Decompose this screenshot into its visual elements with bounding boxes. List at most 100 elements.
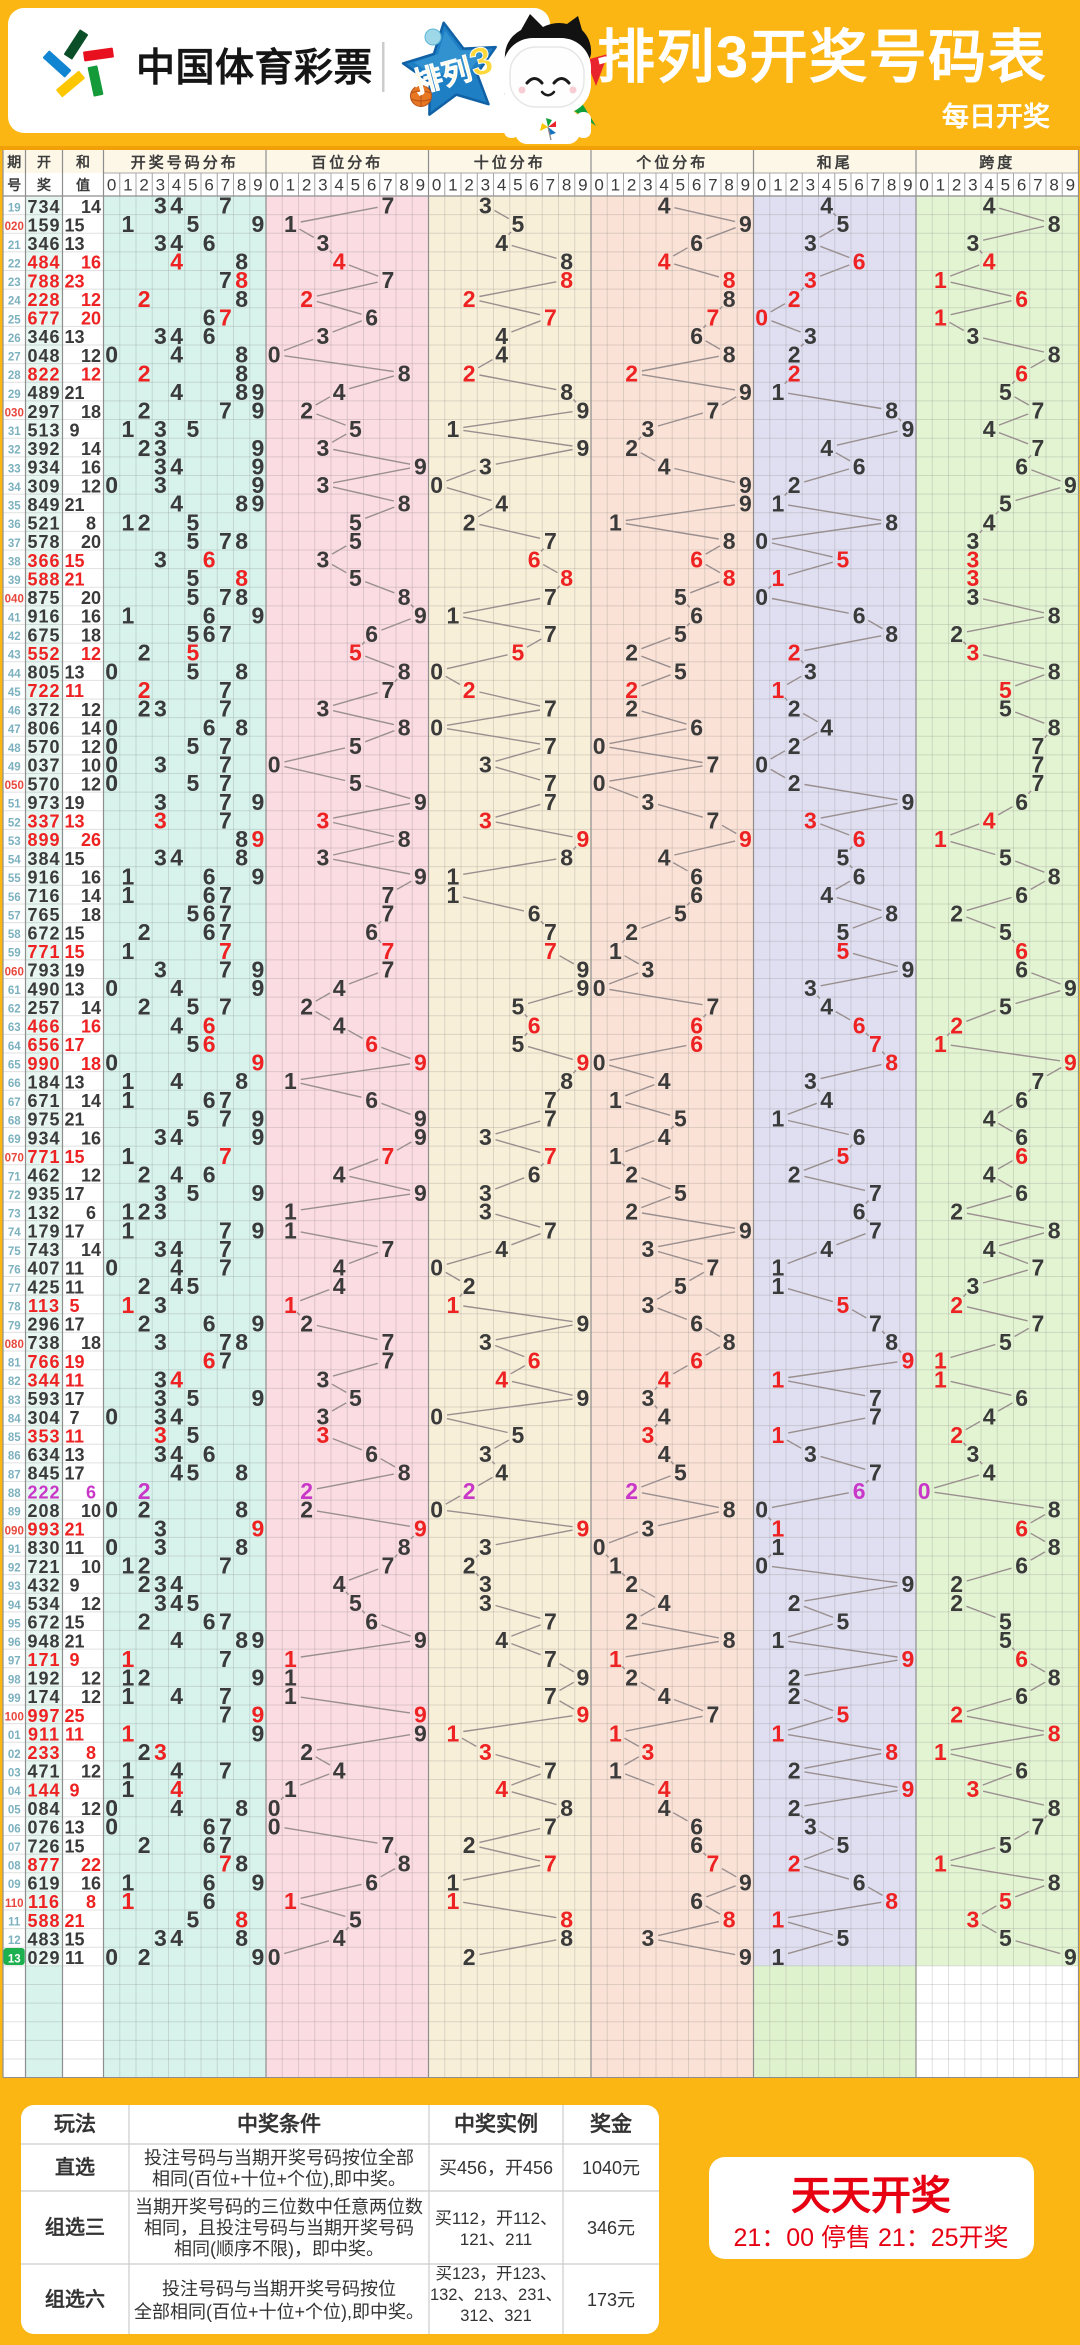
svg-text:01: 01: [8, 1730, 21, 1742]
svg-text:相同，且投注号码与当期开奖号码: 相同，且投注号码与当期开奖号码: [144, 2218, 414, 2238]
svg-text:0: 0: [105, 975, 118, 1001]
svg-text:12: 12: [81, 1669, 101, 1689]
svg-text:和: 和: [76, 154, 90, 170]
svg-text:3: 3: [966, 1776, 979, 1802]
svg-text:7: 7: [219, 398, 232, 424]
svg-text:5: 5: [511, 994, 524, 1020]
svg-text:1: 1: [609, 1553, 622, 1579]
svg-text:0: 0: [105, 752, 118, 778]
svg-text:4: 4: [170, 1590, 183, 1616]
svg-text:1: 1: [609, 938, 622, 964]
svg-text:5: 5: [186, 584, 199, 610]
svg-text:2: 2: [625, 1478, 638, 1504]
svg-text:9: 9: [251, 453, 264, 479]
svg-text:34: 34: [8, 482, 21, 494]
svg-text:7: 7: [869, 1459, 882, 1485]
svg-text:7: 7: [544, 1105, 557, 1131]
svg-text:7: 7: [871, 176, 880, 195]
svg-text:3: 3: [804, 267, 817, 293]
svg-text:5: 5: [186, 640, 199, 666]
svg-text:4: 4: [170, 1068, 183, 1094]
svg-text:2: 2: [138, 1478, 151, 1504]
svg-text:3: 3: [154, 845, 167, 871]
svg-text:4: 4: [658, 193, 671, 219]
svg-text:组选三: 组选三: [45, 2215, 105, 2239]
svg-text:14: 14: [81, 886, 101, 906]
svg-text:9: 9: [576, 975, 589, 1001]
svg-text:993: 993: [27, 1520, 60, 1540]
svg-text:05: 05: [8, 1805, 21, 1817]
svg-text:7: 7: [219, 621, 232, 647]
svg-text:4: 4: [170, 193, 183, 219]
svg-text:6: 6: [690, 547, 703, 573]
svg-text:372: 372: [27, 700, 60, 720]
svg-text:9: 9: [901, 789, 914, 815]
svg-text:7: 7: [544, 1758, 557, 1784]
svg-text:5: 5: [513, 176, 522, 195]
svg-text:7: 7: [706, 807, 719, 833]
svg-text:6: 6: [203, 1012, 216, 1038]
svg-text:1: 1: [121, 416, 134, 442]
svg-text:3: 3: [479, 1739, 492, 1765]
svg-text:8: 8: [885, 1739, 898, 1765]
svg-text:2: 2: [625, 696, 638, 722]
svg-text:934: 934: [27, 458, 60, 478]
svg-text:9: 9: [251, 602, 264, 628]
svg-text:4: 4: [658, 845, 671, 871]
svg-text:3: 3: [316, 472, 329, 498]
svg-text:6: 6: [203, 1813, 216, 1839]
svg-text:8: 8: [560, 845, 573, 871]
svg-text:2: 2: [138, 1161, 151, 1187]
svg-text:11: 11: [65, 1538, 84, 1558]
svg-text:7: 7: [869, 1031, 882, 1057]
svg-text:8: 8: [1048, 602, 1061, 628]
svg-text:8: 8: [885, 621, 898, 647]
svg-text:037: 037: [27, 756, 60, 776]
svg-text:0: 0: [432, 176, 441, 195]
svg-text:6: 6: [203, 304, 216, 330]
svg-text:56: 56: [8, 892, 21, 904]
svg-text:2: 2: [138, 1273, 151, 1299]
svg-text:5: 5: [999, 1329, 1012, 1355]
svg-text:1: 1: [771, 1720, 784, 1746]
svg-text:7: 7: [219, 919, 232, 945]
svg-text:257: 257: [27, 998, 60, 1018]
svg-text:1: 1: [771, 1534, 784, 1560]
svg-text:98: 98: [8, 1674, 21, 1686]
svg-text:3: 3: [968, 176, 977, 195]
svg-text:27: 27: [8, 352, 21, 364]
svg-text:6: 6: [528, 1348, 541, 1374]
svg-text:3: 3: [316, 1366, 329, 1392]
svg-text:3: 3: [966, 584, 979, 610]
svg-text:10: 10: [81, 756, 101, 776]
svg-text:1: 1: [934, 304, 947, 330]
svg-text:5: 5: [1001, 176, 1010, 195]
svg-text:2: 2: [463, 1832, 476, 1858]
svg-text:1: 1: [121, 1776, 134, 1802]
svg-text:2: 2: [464, 176, 473, 195]
svg-text:9: 9: [251, 211, 264, 237]
svg-text:玩法: 玩法: [54, 2112, 96, 2136]
svg-text:0: 0: [430, 1497, 443, 1523]
svg-text:3: 3: [804, 1813, 817, 1839]
svg-text:0: 0: [105, 1813, 118, 1839]
svg-text:15: 15: [64, 1836, 84, 1856]
svg-text:4: 4: [170, 1441, 183, 1467]
svg-text:9: 9: [578, 176, 587, 195]
svg-text:6: 6: [1015, 789, 1028, 815]
svg-text:174: 174: [27, 1687, 60, 1707]
svg-text:12: 12: [81, 1799, 101, 1819]
svg-text:9: 9: [414, 863, 427, 889]
svg-text:12: 12: [81, 364, 101, 384]
svg-text:5: 5: [836, 1143, 849, 1169]
svg-text:7: 7: [219, 807, 232, 833]
svg-text:5: 5: [186, 733, 199, 759]
svg-text:997: 997: [27, 1706, 60, 1726]
svg-text:2: 2: [463, 677, 476, 703]
svg-text:2: 2: [788, 472, 801, 498]
svg-text:9: 9: [251, 1310, 264, 1336]
svg-text:14: 14: [81, 998, 101, 1018]
svg-text:2: 2: [138, 286, 151, 312]
svg-text:048: 048: [27, 346, 60, 366]
svg-text:3: 3: [966, 528, 979, 554]
